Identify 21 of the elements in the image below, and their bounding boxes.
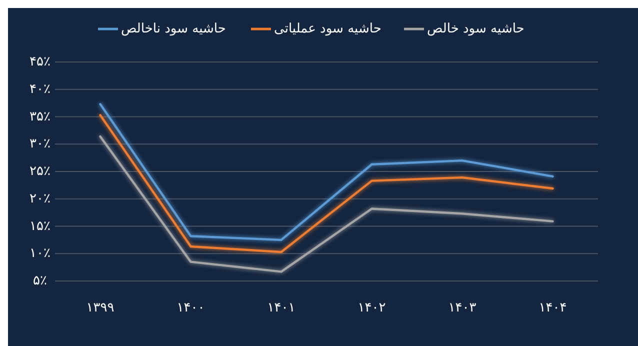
y-tick-label: ۱۵٪ xyxy=(30,218,50,234)
line-series xyxy=(99,114,554,254)
x-tick-label: ۱۳۹۹ xyxy=(86,300,114,316)
y-tick-label: ۱۰٪ xyxy=(30,246,50,262)
y-tick-label: ۲۵٪ xyxy=(30,164,50,179)
x-tick-label: ۱۴۰۲ xyxy=(358,300,386,316)
x-tick-label: ۱۴۰۳ xyxy=(448,300,476,316)
y-tick-label: ۵٪ xyxy=(33,274,47,288)
line-series xyxy=(99,135,554,273)
y-tick-label: ۳۵٪ xyxy=(30,109,50,124)
y-tick-label: ۴۵٪ xyxy=(30,54,50,70)
y-tick-label: ۲۰٪ xyxy=(30,191,50,206)
x-tick-label: ۱۴۰۰ xyxy=(176,300,205,316)
y-tick-label: ۴۰٪ xyxy=(30,82,50,97)
y-tick-label: ۳۰٪ xyxy=(30,136,50,152)
line-series xyxy=(99,103,554,242)
x-tick-label: ۱۴۰۴ xyxy=(538,300,567,316)
legend-label: حاشیه سود عملیاتی xyxy=(274,22,382,36)
legend-label: حاشیه سود خالص xyxy=(427,22,524,36)
legend-label: حاشیه سود ناخالص xyxy=(121,22,226,36)
x-tick-label: ۱۴۰۱ xyxy=(267,300,296,316)
